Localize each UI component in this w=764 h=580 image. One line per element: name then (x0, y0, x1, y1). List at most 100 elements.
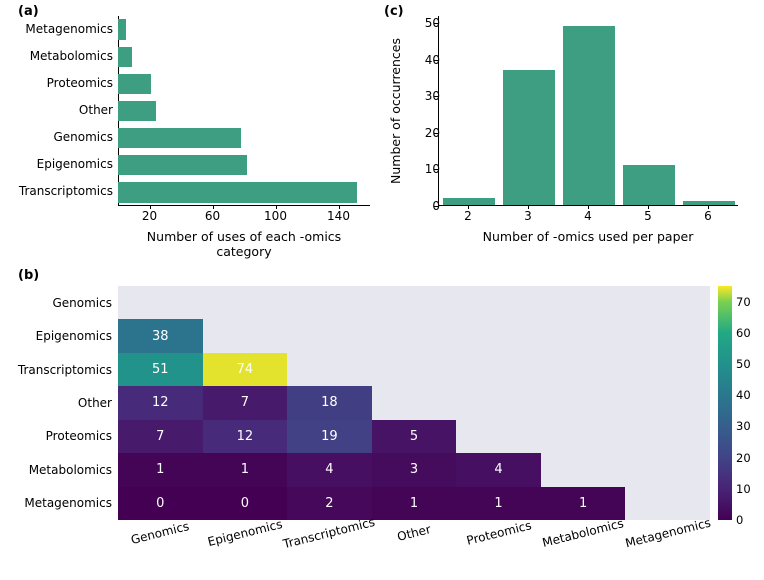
xtick-label: 3 (524, 209, 532, 223)
heatmap-cell: 1 (456, 487, 541, 520)
heatmap-cell: 7 (203, 386, 288, 419)
heatmap-cell (118, 286, 203, 319)
ytick-label: 10 (425, 162, 440, 176)
heatmap-cell (372, 353, 457, 386)
ytick-label: 20 (425, 126, 440, 140)
ytick-label: 50 (425, 16, 440, 30)
colorbar-tick: 20 (736, 451, 751, 465)
bar-n3 (503, 70, 556, 205)
heatmap-cell (203, 319, 288, 352)
heatmap-cell: 5 (372, 420, 457, 453)
heatmap-cell (625, 420, 710, 453)
heatmap-cell (541, 353, 626, 386)
heatmap-row-label: Metabolomics (29, 463, 112, 477)
bar-n2 (443, 198, 496, 205)
colorbar-tick: 70 (736, 295, 751, 309)
heatmap-cell: 12 (118, 386, 203, 419)
heatmap-cell: 18 (287, 386, 372, 419)
heatmap-cell: 38 (118, 319, 203, 352)
heatmap-cell (541, 386, 626, 419)
heatmap-cell: 4 (287, 453, 372, 486)
heatmap-col-label: Genomics (130, 519, 191, 547)
colorbar-tick: 0 (736, 513, 743, 527)
ytick-label: Other (79, 103, 113, 117)
heatmap-cell: 19 (287, 420, 372, 453)
heatmap-cell: 1 (372, 487, 457, 520)
heatmap-cell: 1 (203, 453, 288, 486)
bar-transcriptomics (118, 182, 357, 202)
heatmap-cell (456, 319, 541, 352)
ytick-label: Transcriptomics (19, 184, 113, 198)
heatmap-cell (372, 319, 457, 352)
heatmap-cell: 3 (372, 453, 457, 486)
heatmap-cell (203, 286, 288, 319)
colorbar-tick: 30 (736, 419, 751, 433)
panel-c-ylabel: Number of occurrences (388, 16, 403, 206)
xtick-label: 60 (205, 209, 220, 223)
heatmap-col-label: Other (396, 522, 432, 544)
heatmap-cell (541, 286, 626, 319)
panel-b: (b) 3851741271871219511434002111 Genomic… (18, 268, 748, 576)
heatmap-cell: 0 (203, 487, 288, 520)
heatmap-cell (625, 386, 710, 419)
xtick-label: 20 (142, 209, 157, 223)
xtick-label: 5 (644, 209, 652, 223)
ytick-label: Proteomics (47, 76, 113, 90)
panel-b-label: (b) (18, 268, 39, 283)
heatmap-cell (372, 386, 457, 419)
heatmap-cell: 74 (203, 353, 288, 386)
heatmap-col-label: Metabolomics (541, 516, 625, 550)
heatmap-cell (541, 453, 626, 486)
panel-c-plot (438, 16, 738, 206)
heatmap-col-label: Epigenomics (206, 517, 283, 549)
panel-c-xlabel: Number of -omics used per paper (438, 229, 738, 244)
colorbar-tick: 10 (736, 482, 751, 496)
heatmap-row-label: Transcriptomics (18, 363, 112, 377)
heatmap-cell (456, 386, 541, 419)
heatmap-col-label: Proteomics (465, 518, 533, 548)
bar-metagenomics (118, 19, 126, 39)
heatmap-cell (625, 453, 710, 486)
bar-proteomics (118, 74, 151, 94)
heatmap-cell: 12 (203, 420, 288, 453)
ytick-label: 0 (432, 199, 440, 213)
heatmap-row-label: Genomics (52, 296, 112, 310)
heatmap-col-label: Transcriptomics (282, 515, 377, 551)
heatmap-row-label: Metagenomics (24, 496, 112, 510)
ytick-label: Metabolomics (30, 49, 113, 63)
panel-a-xlabel: Number of uses of each -omics category (118, 229, 370, 259)
bar-epigenomics (118, 155, 247, 175)
bar-metabolomics (118, 47, 132, 67)
heatmap-cell: 1 (541, 487, 626, 520)
heatmap-cell (456, 286, 541, 319)
heatmap-col-label: Metagenomics (623, 516, 711, 551)
panel-c: (c) Number of occurrences Number of -omi… (384, 4, 750, 250)
heatmap-cell (625, 286, 710, 319)
heatmap-cell (287, 319, 372, 352)
heatmap-cell (372, 286, 457, 319)
heatmap-cell (287, 286, 372, 319)
ytick-label: 40 (425, 53, 440, 67)
ytick-label: Metagenomics (25, 22, 113, 36)
xtick-label: 2 (464, 209, 472, 223)
ytick-label: Genomics (53, 130, 113, 144)
heatmap-cell (541, 319, 626, 352)
heatmap-cell (625, 319, 710, 352)
heatmap-cell (625, 487, 710, 520)
panel-a-label: (a) (18, 4, 39, 19)
colorbar-tick: 50 (736, 357, 751, 371)
heatmap-cell: 4 (456, 453, 541, 486)
heatmap-cell: 51 (118, 353, 203, 386)
panel-b-heatmap: 3851741271871219511434002111 (118, 286, 710, 520)
heatmap-cell: 2 (287, 487, 372, 520)
bar-n4 (563, 26, 616, 205)
heatmap-cell (456, 420, 541, 453)
heatmap-row-label: Proteomics (46, 429, 112, 443)
heatmap-cell: 0 (118, 487, 203, 520)
xtick-label: 4 (584, 209, 592, 223)
heatmap-row-label: Other (78, 396, 112, 410)
heatmap-cell (456, 353, 541, 386)
xtick-label: 6 (704, 209, 712, 223)
colorbar-tick: 40 (736, 388, 751, 402)
heatmap-row-label: Epigenomics (36, 329, 112, 343)
